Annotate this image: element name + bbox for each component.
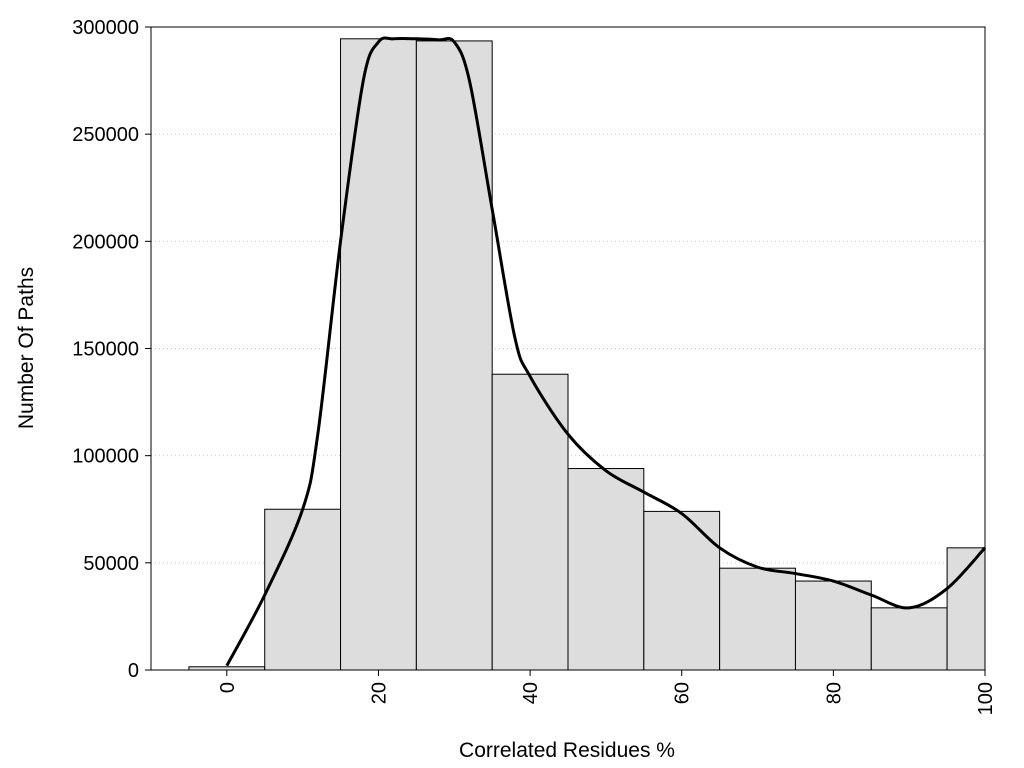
histogram-bar (643, 510, 721, 671)
y-tick-label: 150000 (72, 339, 139, 361)
histogram-bar (340, 38, 417, 671)
histogram-bar (415, 40, 493, 671)
y-tick-label: 250000 (72, 124, 139, 146)
histogram-bar (264, 508, 342, 671)
y-tick-label: 300000 (72, 17, 139, 39)
y-tick-label: 100000 (72, 446, 139, 468)
y-ticks: 0 50000 100000 150000 200000 250000 300000 (72, 17, 151, 682)
y-tick-label: 200000 (72, 231, 139, 253)
x-tick-label: 100 (975, 682, 997, 715)
x-tick-label: 0 (217, 682, 239, 693)
histogram-bar (794, 580, 872, 671)
histogram-bar (567, 468, 645, 671)
y-tick-label: 50000 (83, 553, 139, 575)
bars (188, 38, 986, 671)
y-axis-label: Number Of Paths (15, 267, 38, 429)
x-ticks: 0 20 40 60 80 100 (217, 670, 997, 715)
x-tick-label: 60 (672, 682, 694, 704)
x-tick-label: 80 (823, 682, 845, 704)
histogram-bar (946, 547, 986, 671)
x-tick-label: 40 (520, 682, 542, 704)
y-tick-label: 0 (128, 660, 139, 682)
histogram-bar (870, 607, 948, 671)
x-tick-label: 20 (368, 682, 390, 704)
x-axis-label: Correlated Residues % (459, 739, 675, 762)
histogram-bar (719, 567, 796, 671)
density-curve (225, 36, 987, 667)
